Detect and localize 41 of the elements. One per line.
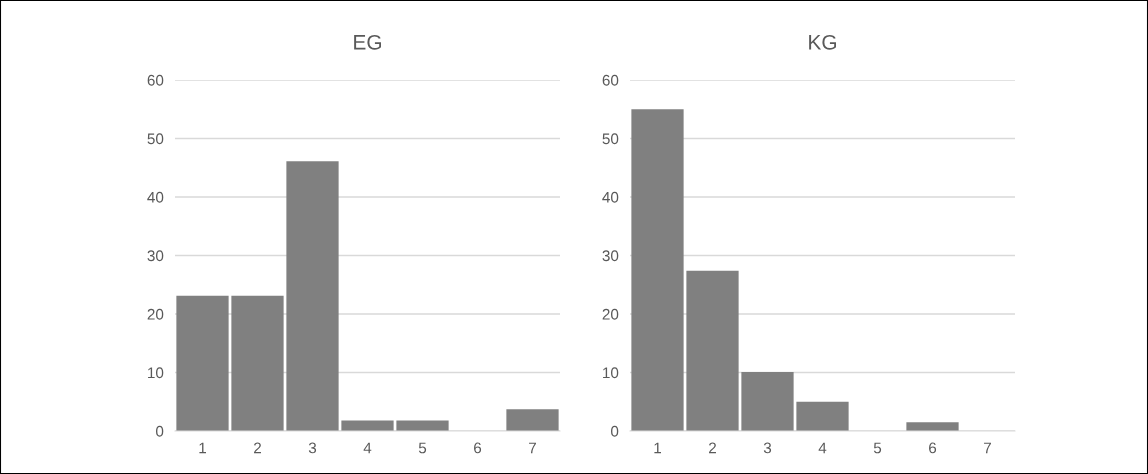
bar (176, 295, 229, 431)
y-tick-label: 30 (147, 250, 164, 262)
x-tick-label: 7 (529, 442, 536, 454)
x-tick-label: 2 (254, 442, 261, 454)
x-tick-label: 3 (308, 442, 317, 454)
y-tick-label: 40 (147, 191, 164, 203)
y-tick-label: 60 (147, 74, 164, 86)
x-tick-label: 1 (199, 442, 206, 454)
bar (741, 371, 794, 431)
chart-title: EG (354, 34, 381, 50)
bar (796, 401, 849, 431)
y-tick-label: 50 (147, 133, 164, 145)
x-tick-label: 5 (873, 442, 882, 454)
x-tick-label: 3 (763, 442, 772, 454)
y-tick-label: 0 (155, 425, 164, 437)
bar (341, 420, 394, 431)
y-tick-label: 50 (602, 133, 619, 145)
y-tick-label: 60 (602, 74, 619, 86)
bar (686, 270, 739, 431)
x-tick-label: 6 (929, 442, 937, 454)
x-tick-label: 5 (418, 442, 427, 454)
y-tick-label: 10 (603, 367, 619, 379)
x-tick-label: 1 (654, 442, 661, 454)
y-tick-label: 20 (602, 308, 619, 320)
bar (631, 109, 684, 431)
bar (506, 409, 559, 431)
bar (286, 161, 339, 431)
x-tick-label: 7 (984, 442, 991, 454)
bar (906, 422, 959, 431)
y-tick-label: 20 (147, 308, 164, 320)
y-tick-label: 40 (602, 191, 619, 203)
bar (231, 295, 284, 431)
x-tick-label: 4 (363, 442, 372, 454)
x-tick-label: 2 (709, 442, 716, 454)
bar (396, 420, 449, 431)
x-tick-label: 4 (818, 442, 827, 454)
y-tick-label: 30 (602, 250, 619, 262)
x-tick-label: 6 (474, 442, 482, 454)
chart-title: KG (809, 34, 836, 50)
y-tick-label: 10 (148, 367, 164, 379)
y-tick-label: 0 (610, 425, 619, 437)
